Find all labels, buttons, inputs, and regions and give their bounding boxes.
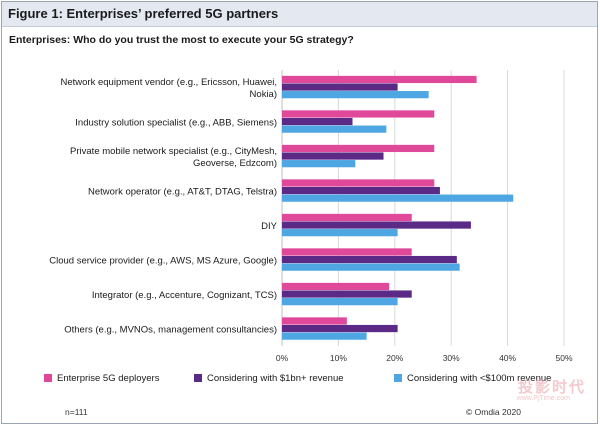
bar	[282, 213, 412, 222]
bar	[282, 282, 390, 291]
bar	[282, 255, 457, 264]
bar	[282, 229, 398, 237]
watermark-url: www.PjTime.com	[516, 395, 570, 402]
category-label: Network equipment vendor (e.g., Ericsson…	[61, 77, 278, 88]
bar	[282, 221, 471, 229]
bar	[282, 324, 398, 333]
bar	[282, 144, 435, 153]
category-label: DIY	[261, 221, 278, 232]
bar	[282, 332, 367, 340]
legend-swatch	[194, 374, 202, 382]
bar	[282, 75, 477, 84]
bar	[282, 117, 353, 126]
bar	[282, 186, 440, 195]
legend-label: Enterprise 5G deployers	[57, 373, 160, 384]
bar	[282, 290, 412, 298]
bar	[282, 248, 412, 256]
legend-swatch	[394, 374, 402, 382]
figure-title-bar: Figure 1: Enterprises’ preferred 5G part…	[2, 2, 597, 27]
category-label: Private mobile network specialist (e.g.,…	[70, 146, 277, 157]
watermark-logo: 投影时代	[517, 379, 586, 396]
x-tick-label: 0%	[276, 353, 289, 363]
category-label: Network operator (e.g., AT&T, DTAG, Tels…	[88, 186, 277, 197]
bar	[282, 263, 460, 271]
bar	[282, 83, 398, 91]
sample-size-note: n=111	[65, 407, 88, 417]
bar	[282, 179, 435, 187]
legend-label: Considering with <$100m revenue	[407, 373, 551, 384]
bar	[282, 125, 387, 133]
category-label: Geoverse, Edzcom)	[193, 158, 277, 169]
figure-title: Figure 1: Enterprises’ preferred 5G part…	[8, 6, 279, 21]
x-tick-label: 40%	[499, 353, 516, 363]
copyright-note: © Omdia 2020	[466, 407, 521, 417]
category-label: Industry solution specialist (e.g., ABB,…	[75, 117, 277, 128]
legend-label: Considering with $1bn+ revenue	[207, 373, 344, 384]
x-tick-label: 10%	[330, 353, 347, 363]
bar	[282, 160, 356, 168]
bar	[282, 298, 398, 306]
x-tick-label: 30%	[443, 353, 460, 363]
category-label: Cloud service provider (e.g., AWS, MS Az…	[49, 255, 277, 266]
survey-question: Enterprises: Who do you trust the most t…	[9, 34, 354, 46]
bar	[282, 194, 514, 202]
x-tick-label: 20%	[386, 353, 403, 363]
x-tick-label: 50%	[555, 353, 572, 363]
bar	[282, 317, 347, 325]
bar	[282, 110, 435, 118]
category-label: Others (e.g., MVNOs, management consulta…	[64, 324, 277, 335]
legend-swatch	[44, 374, 52, 382]
category-label: Nokia)	[250, 89, 277, 100]
category-label: Integrator (e.g., Accenture, Cognizant, …	[92, 290, 277, 301]
bar	[282, 91, 429, 99]
bar	[282, 152, 384, 160]
